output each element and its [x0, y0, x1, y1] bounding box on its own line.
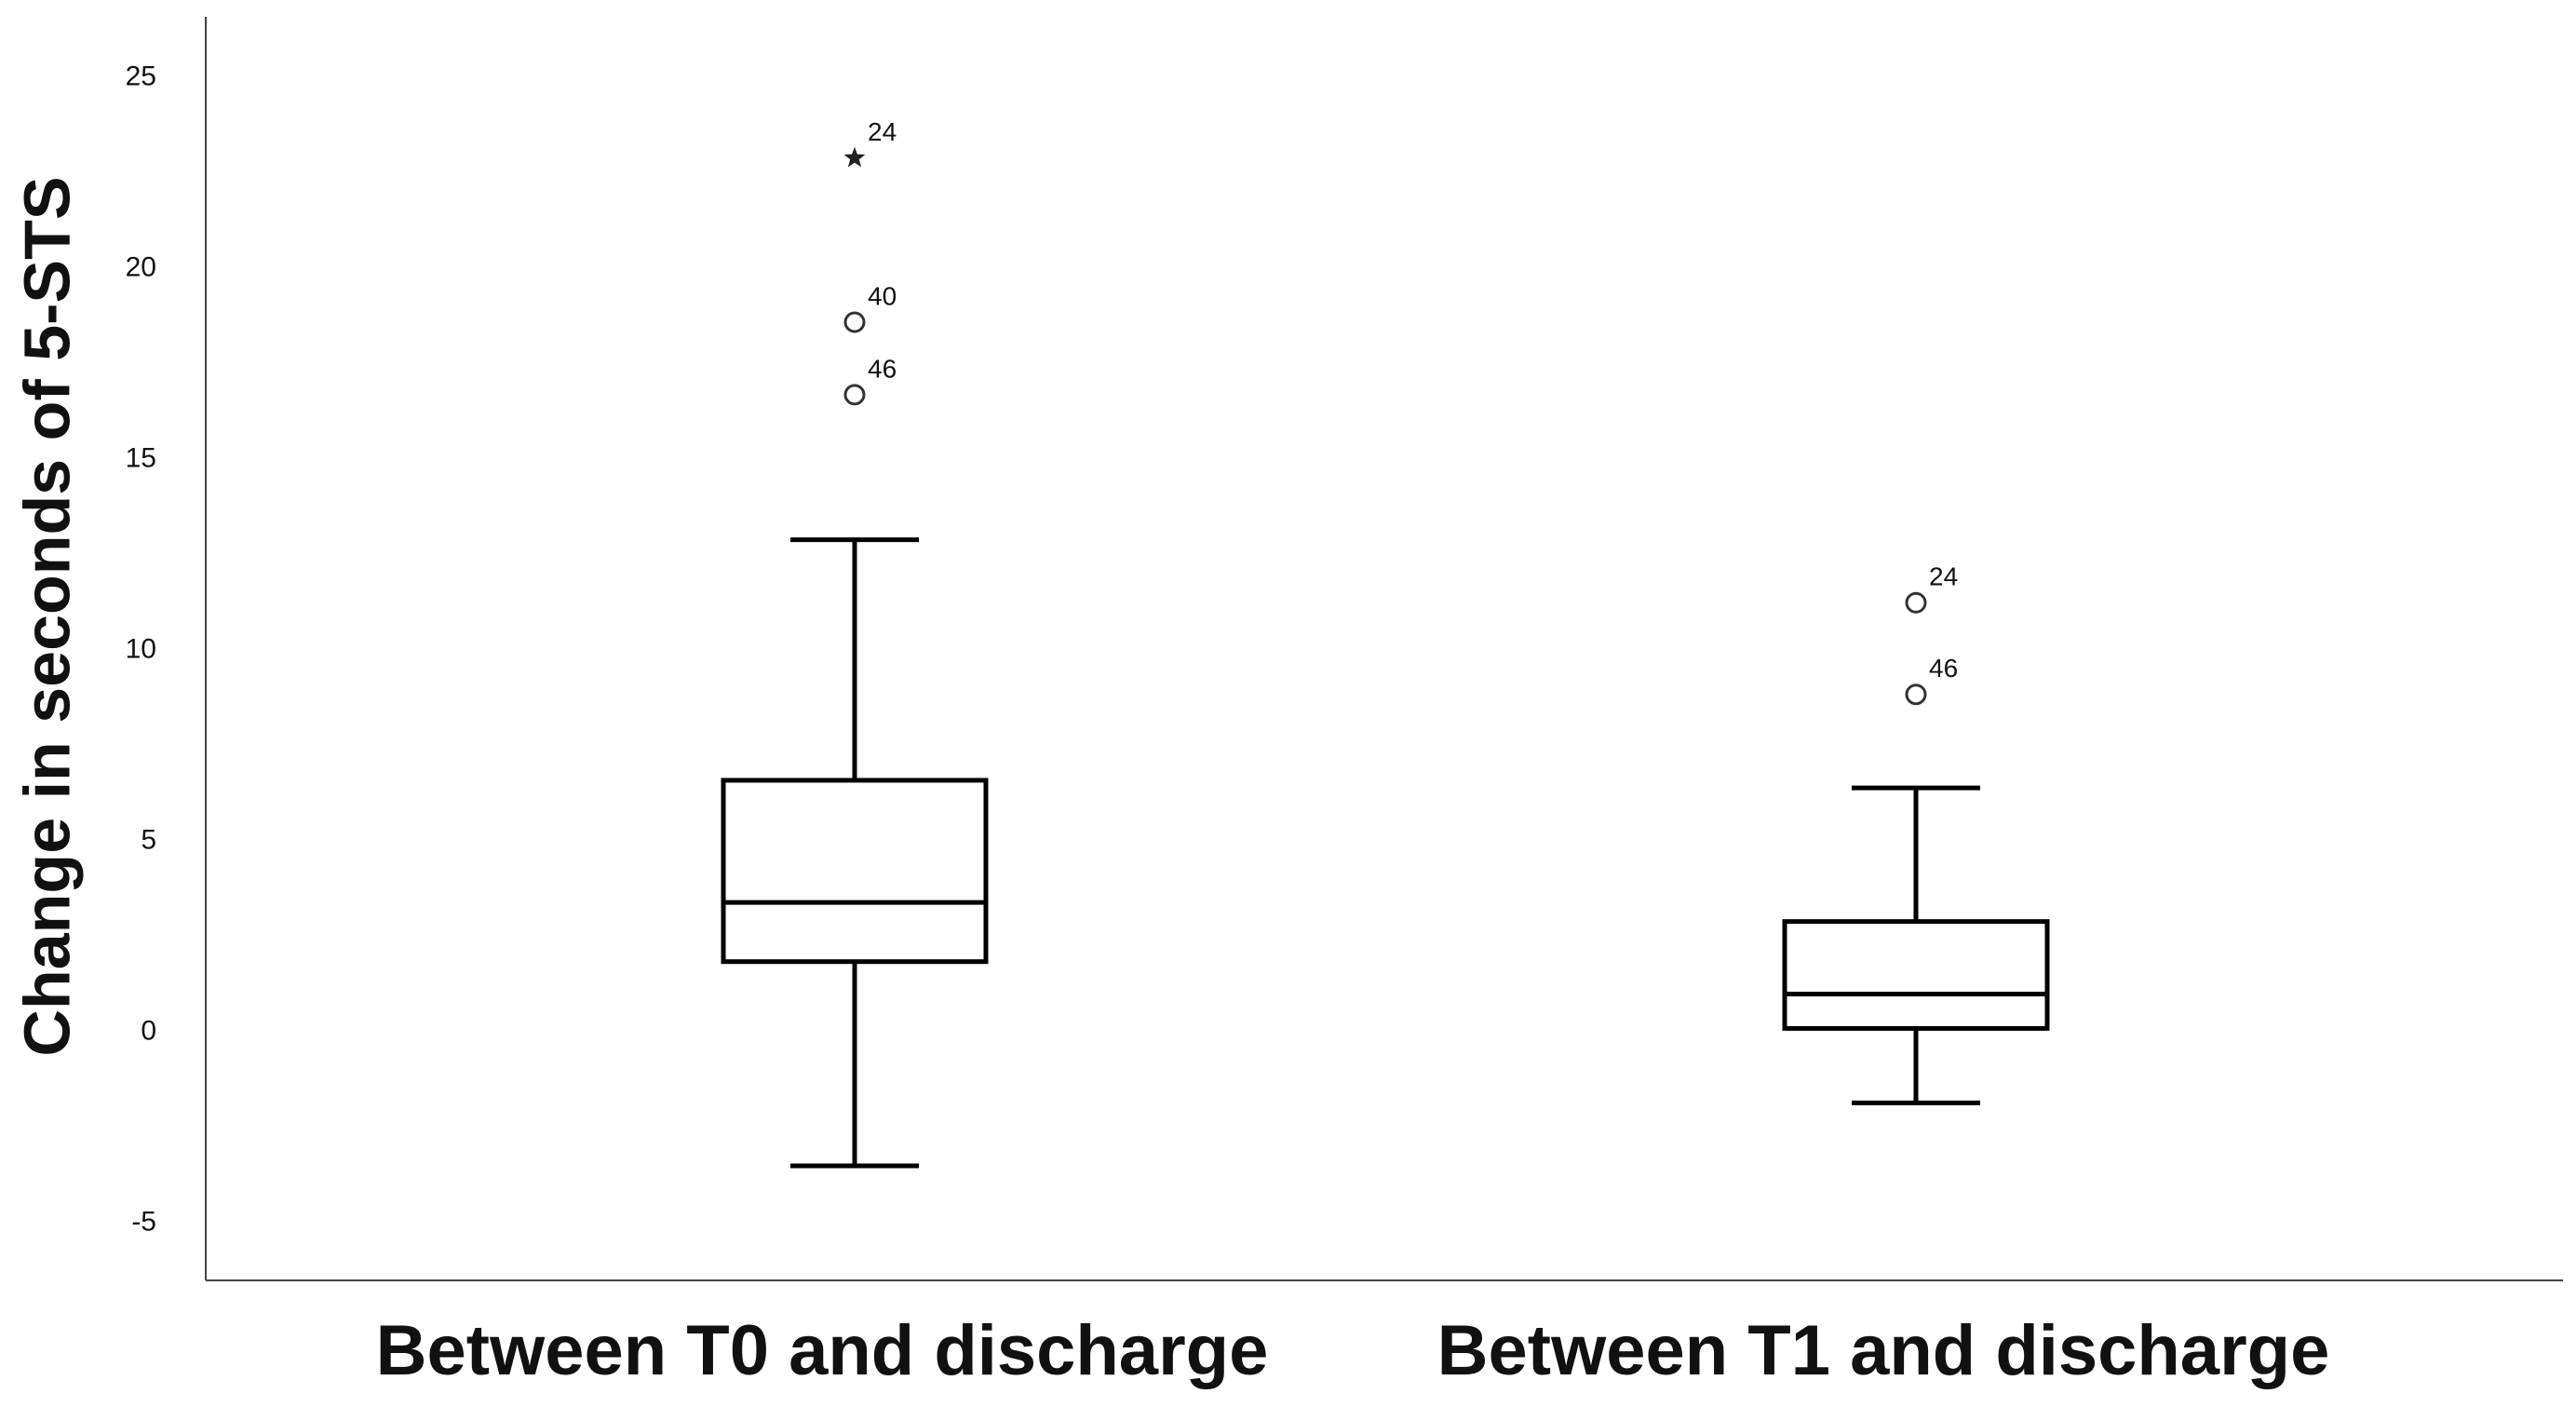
box [721, 778, 989, 965]
outlier-extreme [843, 146, 866, 168]
outlier-label: 46 [868, 354, 897, 383]
outlier [843, 311, 866, 333]
x-tick-label: Between T0 and discharge [376, 1311, 1269, 1390]
y-tick-label: 0 [141, 1015, 156, 1046]
outlier-label: 40 [868, 281, 897, 310]
y-tick-label: 15 [126, 442, 156, 473]
outlier-label: 24 [1929, 562, 1958, 591]
y-tick-label: 10 [126, 633, 156, 664]
outlier [1905, 591, 1927, 614]
outlier [1905, 683, 1927, 706]
y-axis-title: Change in seconds of 5-STS [10, 176, 83, 1056]
outlier-label: 46 [1929, 654, 1958, 683]
y-tick-label: 20 [126, 252, 156, 283]
y-tick-label: 25 [126, 61, 156, 92]
outlier-label: 24 [868, 117, 897, 146]
y-tick-label: 5 [141, 824, 156, 855]
outlier [843, 384, 866, 406]
x-tick-label: Between T1 and discharge [1437, 1311, 2330, 1390]
y-tick-label: -5 [131, 1206, 156, 1237]
box [1782, 919, 2050, 1031]
